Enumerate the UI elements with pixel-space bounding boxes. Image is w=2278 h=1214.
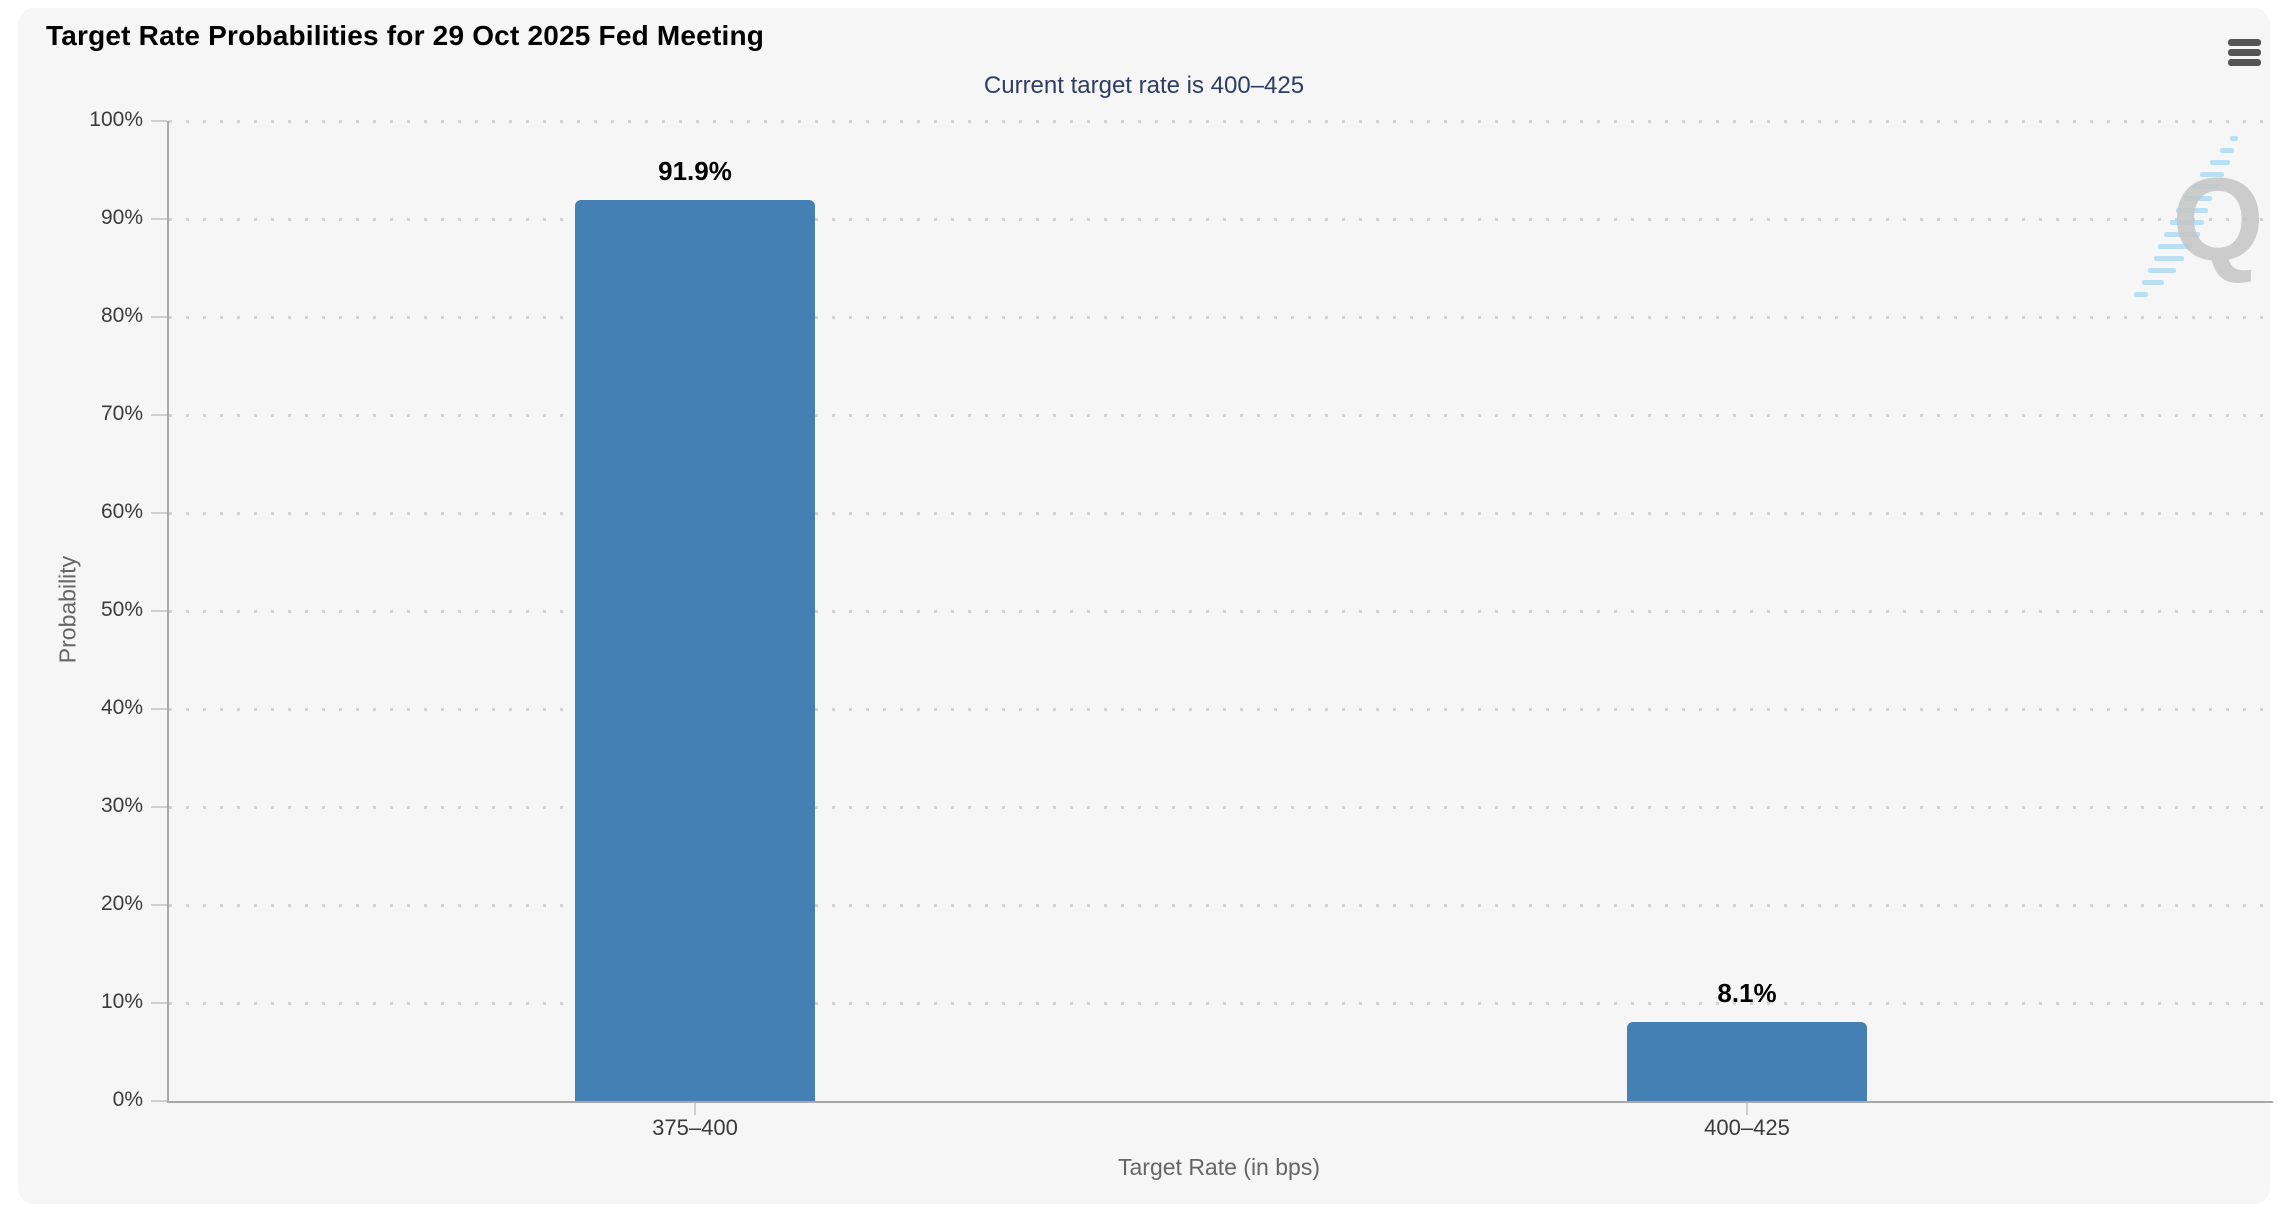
y-tick-label: 90% xyxy=(100,206,143,229)
y-tick-mark-30 xyxy=(151,806,167,808)
y-tick-label: 50% xyxy=(100,598,143,621)
chart-subtitle: Current target rate is 400–425 xyxy=(983,72,1305,99)
chart-bar-400-425[interactable] xyxy=(1627,1021,1867,1101)
y-tick-label: 100% xyxy=(89,108,143,131)
y-tick-label: 0% xyxy=(112,1088,143,1111)
chart-context-menu-button[interactable] xyxy=(2222,32,2268,72)
y-gridline-30 xyxy=(169,806,2273,809)
y-tick-mark-10 xyxy=(151,1002,167,1004)
y-axis-title: Probability xyxy=(54,555,81,664)
y-tick-mark-60 xyxy=(151,512,167,514)
x-axis-title: Target Rate (in bps) xyxy=(1118,1154,1320,1180)
y-tick-mark-90 xyxy=(151,218,167,220)
y-gridline-100 xyxy=(169,120,2273,123)
y-tick-label: 30% xyxy=(100,794,143,817)
y-tick-mark-100 xyxy=(151,120,167,122)
x-category-label: 375–400 xyxy=(652,1115,738,1140)
x-tick-mark xyxy=(694,1103,696,1115)
y-tick-mark-50 xyxy=(151,610,167,612)
x-category-label: 400–425 xyxy=(1704,1115,1790,1140)
y-gridline-70 xyxy=(169,414,2273,417)
chart-title: Target Rate Probabilities for 29 Oct 202… xyxy=(46,20,765,51)
y-gridline-40 xyxy=(169,708,2273,711)
bar-data-label: 8.1% xyxy=(1717,977,1777,1008)
bar-data-label: 91.9% xyxy=(658,156,732,187)
y-tick-label: 10% xyxy=(100,990,143,1013)
y-gridline-10 xyxy=(169,1002,2273,1005)
y-tick-label: 40% xyxy=(100,696,143,719)
chart-card: Target Rate Probabilities for 29 Oct 202… xyxy=(18,8,2273,1204)
y-tick-mark-40 xyxy=(151,708,167,710)
x-tick-mark xyxy=(1746,1103,1748,1115)
chart-bar-375-400[interactable] xyxy=(575,200,815,1101)
plot-area: 0% 10% 20% 30% 40% 50% 60% 70% 80% 90% 100% 91.9% 37… xyxy=(89,108,2273,1140)
y-gridline-80 xyxy=(169,316,2273,319)
y-tick-label: 60% xyxy=(100,500,143,523)
y-tick-label: 70% xyxy=(100,402,143,425)
y-tick-mark-70 xyxy=(151,414,167,416)
y-gridline-50 xyxy=(169,610,2273,613)
y-tick-mark-20 xyxy=(151,904,167,906)
y-tick-mark-80 xyxy=(151,316,167,318)
y-tick-mark-0 xyxy=(151,1100,167,1102)
y-gridline-90 xyxy=(169,218,2273,221)
y-gridline-20 xyxy=(169,904,2273,907)
y-tick-label: 20% xyxy=(100,892,143,915)
y-gridline-60 xyxy=(169,512,2273,515)
y-tick-label: 80% xyxy=(100,304,143,327)
